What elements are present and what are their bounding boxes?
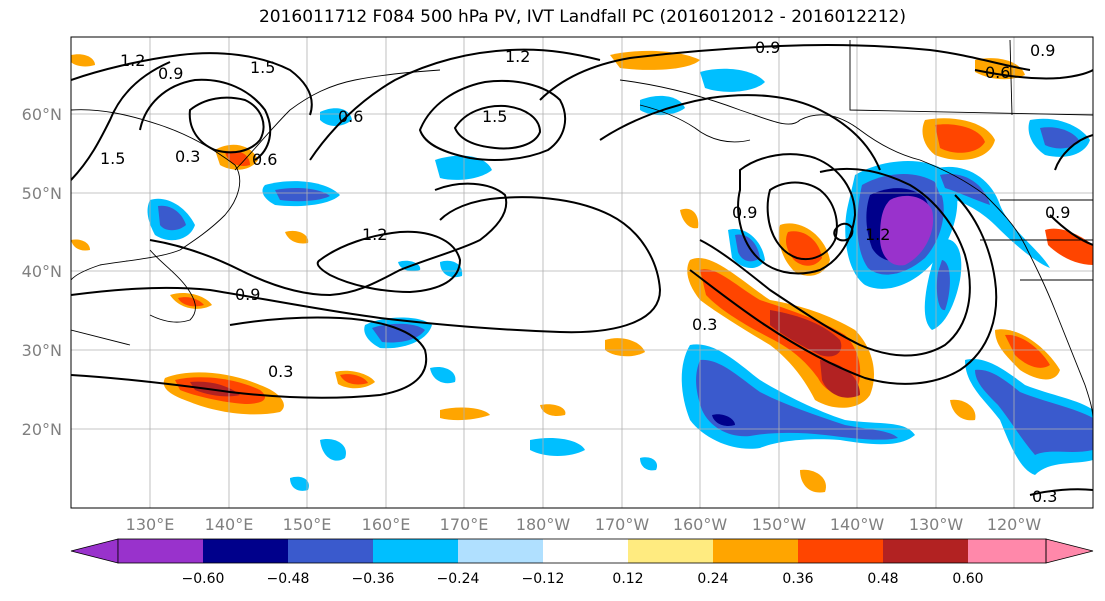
lat-tick-label: 50°N bbox=[22, 184, 62, 203]
colorbar-tick-label: 0.60 bbox=[952, 571, 983, 587]
contour-line bbox=[833, 222, 854, 242]
map-frame bbox=[70, 36, 1094, 509]
contour-line bbox=[689, 194, 998, 385]
contour-line bbox=[974, 69, 1093, 80]
contour-line bbox=[316, 230, 462, 294]
coastline-japan bbox=[149, 249, 196, 323]
contour-label: 0.9 bbox=[1030, 41, 1055, 60]
lat-axis: 60°N 50°N 40°N 30°N 20°N bbox=[22, 105, 62, 439]
contour-label: 0.3 bbox=[268, 362, 293, 381]
contour-label: 1.5 bbox=[100, 149, 125, 168]
contour-label: 1.5 bbox=[250, 58, 275, 77]
contour-line bbox=[149, 182, 508, 297]
lat-tick-label: 30°N bbox=[22, 341, 62, 360]
contour-line bbox=[1054, 134, 1093, 171]
contour-line bbox=[309, 48, 601, 161]
contour-label: 0.9 bbox=[1045, 203, 1070, 222]
lon-tick-label: 170°W bbox=[595, 515, 650, 534]
lon-tick-label: 130°E bbox=[126, 515, 175, 534]
contour-line bbox=[737, 153, 857, 275]
contour-label: 0.9 bbox=[732, 203, 757, 222]
contour-line bbox=[71, 316, 428, 399]
colorbar-extend-min bbox=[70, 538, 119, 564]
lon-tick-label: 160°E bbox=[362, 515, 411, 534]
contour-label: 1.2 bbox=[505, 47, 530, 66]
contour-label: 0.3 bbox=[692, 315, 717, 334]
colorbar-bin bbox=[883, 539, 968, 563]
colorbar-tick-label: −0.12 bbox=[522, 571, 565, 587]
contour-label: 0.6 bbox=[985, 63, 1010, 82]
contour-line bbox=[1029, 488, 1093, 496]
contour-label: 0.3 bbox=[1032, 487, 1057, 506]
lon-tick-label: 180°W bbox=[516, 515, 571, 534]
colorbar-tick-label: 0.48 bbox=[867, 571, 898, 587]
contour-label: 0.6 bbox=[252, 150, 277, 169]
lon-tick-label: 150°W bbox=[752, 515, 807, 534]
lon-tick-label: 150°E bbox=[283, 515, 332, 534]
lon-tick-label: 160°W bbox=[673, 515, 728, 534]
lon-tick-label: 170°E bbox=[440, 515, 489, 534]
colorbar-bin bbox=[288, 539, 373, 563]
colorbar-tick-label: 0.36 bbox=[782, 571, 813, 587]
contour-line bbox=[599, 94, 881, 171]
contour-line bbox=[71, 52, 313, 116]
lon-axis: 130°E 140°E 150°E 160°E 170°E 180°W 170°… bbox=[126, 515, 1042, 534]
contour-labels: 1.2 0.9 1.5 0.6 1.5 0.3 0.6 1.2 1.5 0.9 … bbox=[100, 38, 1070, 506]
lat-tick-label: 20°N bbox=[22, 420, 62, 439]
contour-label: 1.2 bbox=[120, 51, 145, 70]
lon-tick-label: 140°W bbox=[830, 515, 885, 534]
colorbar-tick-label: 0.12 bbox=[612, 571, 643, 587]
coastline-asia bbox=[71, 109, 241, 281]
contour-line bbox=[71, 196, 662, 334]
coastline-alaska bbox=[619, 79, 1093, 421]
colorbar-tick-label: −0.36 bbox=[352, 571, 395, 587]
lon-tick-label: 140°E bbox=[205, 515, 254, 534]
contour-line bbox=[139, 78, 272, 161]
colorbar-bin bbox=[543, 539, 628, 563]
colorbar-bin bbox=[968, 539, 1046, 563]
contour-line bbox=[766, 181, 838, 260]
lat-tick-label: 40°N bbox=[22, 262, 62, 281]
contour-label: 1.5 bbox=[482, 107, 507, 126]
contour-line bbox=[418, 79, 567, 161]
colorbar-tick-label: 0.24 bbox=[697, 571, 728, 587]
contour-label: 0.9 bbox=[235, 285, 260, 304]
contour-line bbox=[188, 96, 265, 154]
coastline-kamchatka bbox=[234, 69, 441, 171]
contour-label: 0.9 bbox=[158, 64, 183, 83]
map-title: 2016011712 F084 500 hPa PV, IVT Landfall… bbox=[258, 7, 906, 27]
contour-line bbox=[453, 104, 542, 150]
contour-label: 0.9 bbox=[755, 38, 780, 57]
contour-line bbox=[1049, 214, 1093, 246]
colorbar-extend-max bbox=[1045, 538, 1094, 564]
lon-tick-label: 120°W bbox=[987, 515, 1042, 534]
colorbar-bin bbox=[203, 539, 288, 563]
lat-tick-label: 60°N bbox=[22, 105, 62, 124]
colorbar: −0.60 −0.48 −0.36 −0.24 −0.12 0.12 0.24 … bbox=[70, 538, 1094, 587]
colorbar-tick-label: −0.24 bbox=[437, 571, 480, 587]
lon-tick-label: 130°W bbox=[909, 515, 964, 534]
contour-label: 1.2 bbox=[362, 225, 387, 244]
colorbar-bin bbox=[713, 539, 798, 563]
coastlines bbox=[71, 39, 1093, 421]
colorbar-bin bbox=[798, 539, 883, 563]
contour-line bbox=[71, 61, 171, 181]
pv-contours bbox=[71, 44, 1093, 496]
colorbar-tick-label: −0.60 bbox=[182, 571, 225, 587]
contour-label: 0.6 bbox=[338, 107, 363, 126]
contour-label: 0.3 bbox=[175, 147, 200, 166]
contour-line bbox=[539, 44, 1031, 101]
contour-label: 1.2 bbox=[865, 225, 890, 244]
contour-line bbox=[699, 167, 971, 357]
colorbar-bin bbox=[628, 539, 713, 563]
colorbar-bin bbox=[458, 539, 543, 563]
colorbar-bin bbox=[118, 539, 203, 563]
colorbar-tick-label: −0.48 bbox=[267, 571, 310, 587]
colorbar-bin bbox=[373, 539, 458, 563]
